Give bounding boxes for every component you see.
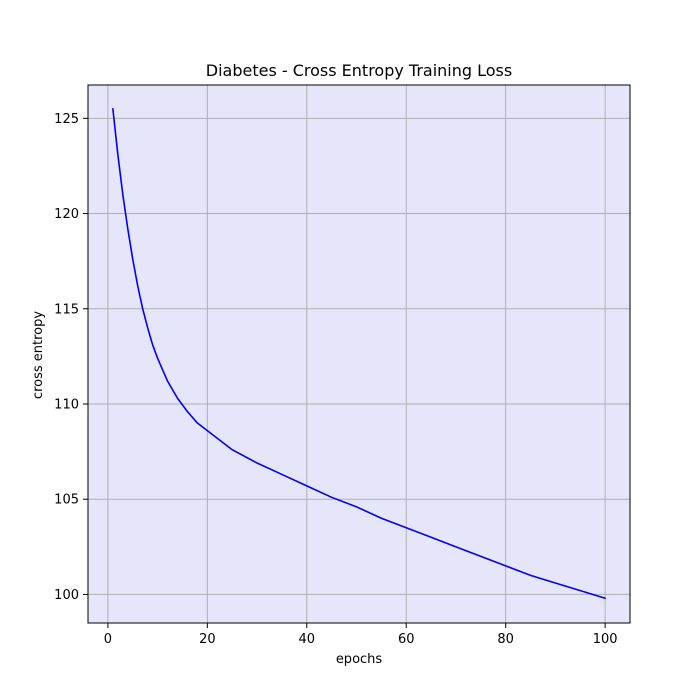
plot-frame — [87, 84, 631, 624]
y-tick-label: 110 — [54, 397, 79, 412]
y-axis: 100 105 110 115 120 125 — [54, 112, 88, 603]
y-axis-label: cross entropy — [31, 311, 46, 399]
y-tick-label: 105 — [54, 493, 79, 508]
x-tick-label: 60 — [398, 632, 415, 647]
x-axis: 0 20 40 60 80 100 — [104, 623, 618, 647]
x-tick-label: 80 — [497, 632, 514, 647]
x-tick-label: 100 — [593, 632, 618, 647]
series-line-0 — [112, 108, 606, 600]
y-tick-label: 125 — [54, 112, 79, 127]
chart-title: Diabetes - Cross Entropy Training Loss — [206, 61, 512, 80]
series-layer — [112, 108, 606, 600]
x-tick-label: 40 — [299, 632, 316, 647]
plot-area — [88, 85, 630, 623]
y-tick-label: 115 — [54, 302, 79, 317]
grid — [88, 85, 630, 623]
x-tick-label: 20 — [199, 632, 216, 647]
y-tick-label: 100 — [54, 588, 79, 603]
x-axis-label: epochs — [336, 652, 383, 667]
y-tick-label: 120 — [54, 207, 79, 222]
x-tick-label: 0 — [104, 632, 112, 647]
